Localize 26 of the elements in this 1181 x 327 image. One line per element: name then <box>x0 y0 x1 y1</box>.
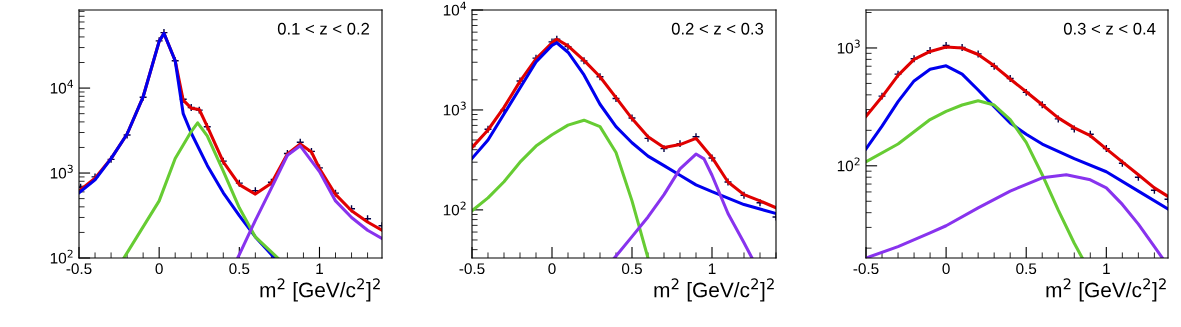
annotation: 0.2 < z < 0.3 <box>671 22 764 35</box>
x-axis-title: m$^{2}$ [GeV/c$^{2}$]$^{2}$ <box>260 278 380 302</box>
x-axis-title: m$^{2}$ [GeV/c$^{2}$]$^{2}$ <box>1046 278 1166 302</box>
y-tick-label: 10$^{4}$ <box>443 1 467 16</box>
x-tick-label: -0.5 <box>853 263 879 275</box>
x-tick-label: 0.5 <box>1016 263 1037 275</box>
y-tick-label: 10$^{2}$ <box>443 201 466 216</box>
y-tick-label: 10$^{3}$ <box>50 164 73 179</box>
x-tick-label: 0.5 <box>229 263 250 275</box>
x-tick-label: 1 <box>708 263 716 274</box>
x-tick-label: -0.5 <box>66 263 92 275</box>
annotation: 0.1 < z < 0.2 <box>277 22 370 35</box>
annotation: 0.3 < z < 0.4 <box>1063 22 1156 35</box>
x-tick-label: -0.5 <box>459 263 485 275</box>
x-tick-label: 0 <box>548 263 556 275</box>
y-tick-label: 10$^{3}$ <box>443 101 466 116</box>
x-tick-label: 0 <box>942 263 950 275</box>
x-tick-label: 1 <box>1103 263 1110 274</box>
x-tick-label: 1 <box>316 263 323 274</box>
y-tick-label: 10$^{4}$ <box>50 79 74 94</box>
y-tick-label: 10$^{2}$ <box>50 249 73 264</box>
x-tick-label: 0.5 <box>621 263 642 275</box>
y-tick-label: 10$^{3}$ <box>837 39 860 54</box>
y-tick-label: 10$^{2}$ <box>837 157 860 172</box>
x-axis-title: m$^{2}$ [GeV/c$^{2}$]$^{2}$ <box>654 278 774 302</box>
x-tick-label: 0 <box>155 263 163 275</box>
